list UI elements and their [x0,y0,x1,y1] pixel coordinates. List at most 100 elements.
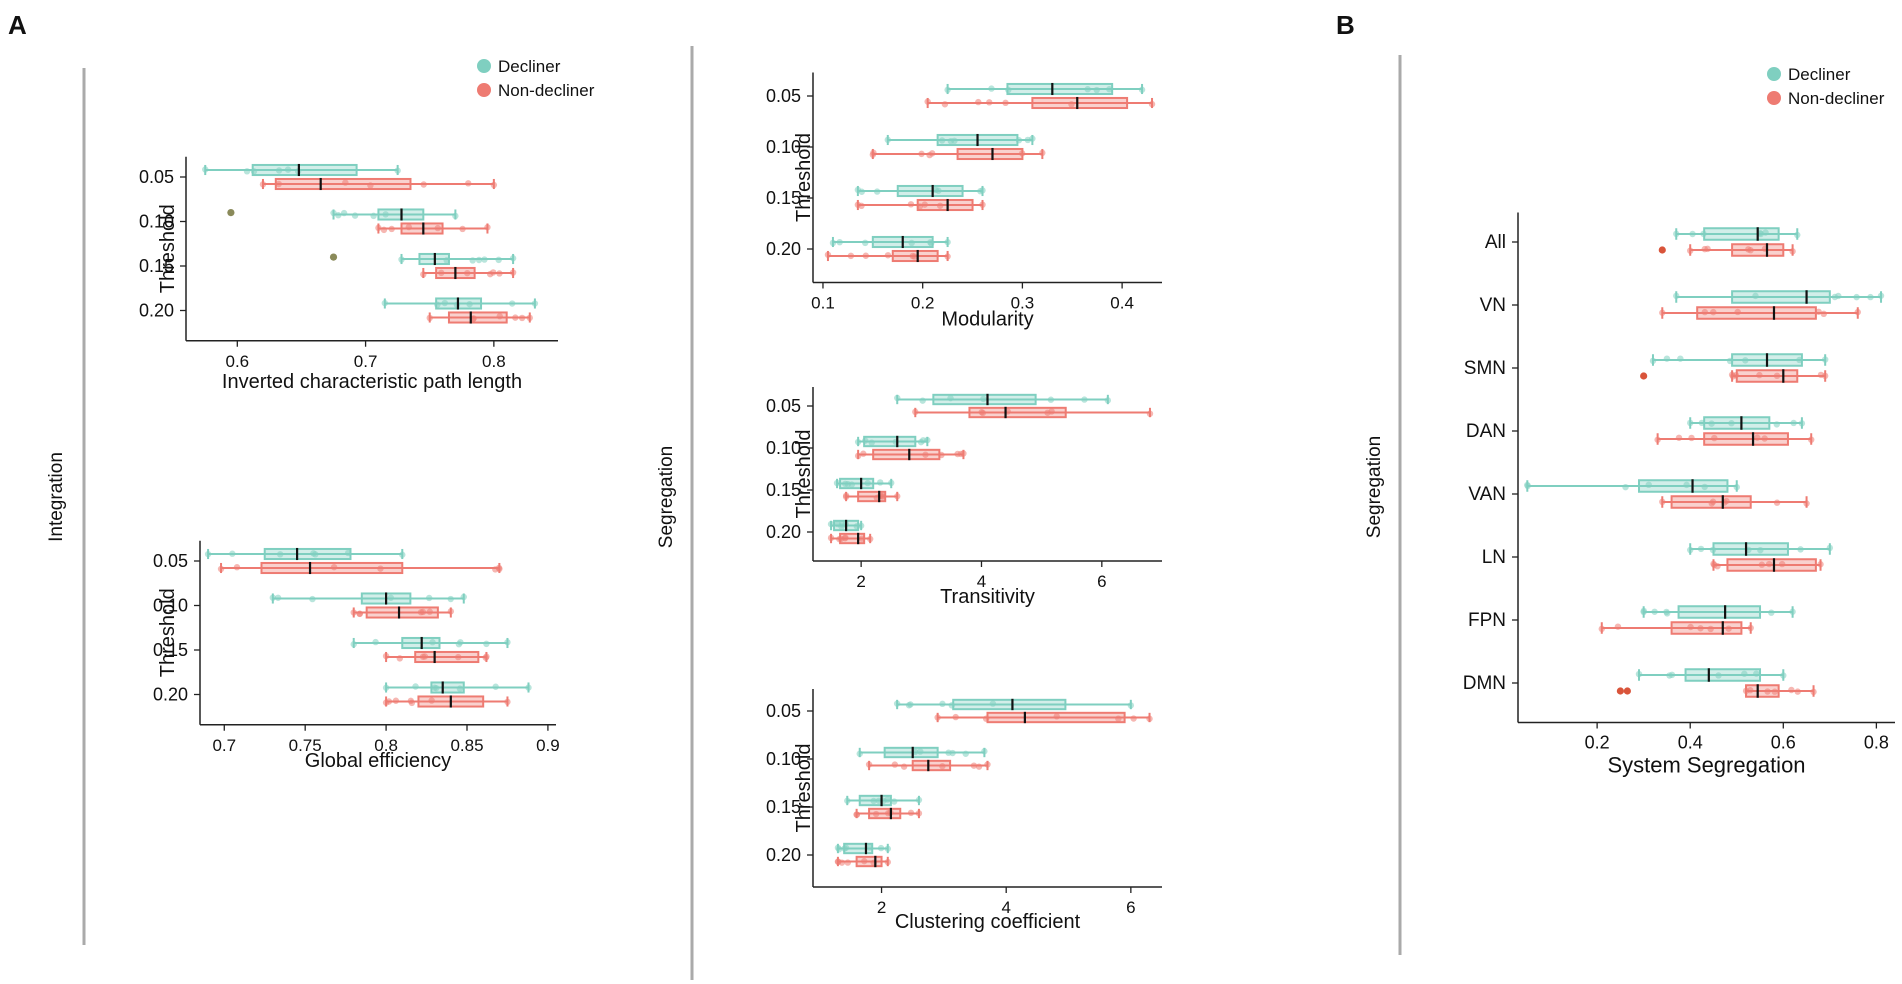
data-point-non-decliner [934,714,941,721]
data-point-decliner [276,551,284,558]
data-point-decliner [1635,670,1643,678]
data-point-decliner [469,257,476,264]
box-non-decliner [956,147,1024,161]
chart-system-segregation: 0.2 0.4 0.6 0.8 System Segregation All VN SMN DA… [1463,212,1895,778]
x-tick-label: 0.85 [450,736,483,755]
data-point-decliner [447,595,454,603]
x-tick-label: 0.9 [536,736,560,755]
box-decliner [1731,290,1831,304]
y-tick-label: 0.20 [766,239,801,259]
data-point-non-decliner [1146,410,1154,417]
box-non-decliner [1031,96,1129,110]
section-label-segregation-a: Segregation [656,446,677,548]
data-point-decliner [456,685,464,692]
data-point-decliner [919,397,926,404]
data-point-non-decliner [1821,372,1829,380]
data-point-decliner [370,212,377,220]
data-point-decliner [834,520,841,528]
data-point-non-decliner [417,609,425,616]
data-point-decliner [434,301,441,308]
y-axis-label: Threshold [793,133,815,222]
data-point-non-decliner [1710,308,1717,316]
data-point-non-decliner [1714,562,1721,570]
data-point-decliner [1768,609,1775,616]
data-point-decliner [905,702,913,709]
data-point-decliner [330,209,337,217]
data-point-non-decliner [483,653,490,660]
data-point-non-decliner [1803,500,1810,507]
data-point-decliner [455,641,463,648]
data-point-non-decliner [380,226,388,234]
box-non-decliner [447,311,508,324]
data-point-decliner [868,439,875,446]
data-point-decliner [1649,357,1657,365]
x-tick-label: 0.4 [1110,294,1134,313]
x-axis-label: Clustering coefficient [895,911,1081,933]
data-point-non-decliner [1765,560,1773,568]
data-point-decliner [1867,293,1874,301]
box-decliner [1684,668,1762,682]
data-point-non-decliner [459,225,466,233]
data-point-decliner [274,594,282,601]
data-point-decliner [915,796,923,804]
data-point-non-decliner [970,762,978,769]
data-point-non-decliner [936,202,944,209]
data-point-decliner [856,750,863,757]
data-point-non-decliner [1771,688,1778,695]
data-point-decliner [1047,396,1055,403]
data-point-decliner [381,299,389,307]
data-point-non-decliner [900,763,908,770]
box-non-decliner [855,855,883,868]
data-point-decliner [1853,293,1860,301]
data-point-decliner [827,520,835,528]
data-point-decliner [1106,86,1113,93]
data-point-non-decliner [1773,499,1781,506]
box-non-decliner [1731,243,1785,257]
data-point-non-decliner [367,182,374,189]
data-point-decliner [309,595,316,603]
box-non-decliner [872,448,941,461]
data-point-decliner [1645,481,1652,489]
data-point-decliner [351,212,359,219]
data-point-non-decliner [1747,687,1754,694]
data-point-decliner [1821,356,1829,363]
data-point-non-decliner [824,251,832,258]
data-point-decliner [947,394,954,402]
y-tick-label: 0.20 [153,685,188,705]
data-point-non-decliner [382,652,390,660]
box-non-decliner [1703,432,1789,446]
data-point-non-decliner [853,811,861,818]
y-tick-label: 0.10 [766,137,801,157]
data-point-decliner [350,641,357,648]
y-tick-label: DAN [1466,421,1506,442]
data-point-non-decliner [526,314,533,322]
data-point-non-decliner [350,609,357,616]
data-point-non-decliner [861,857,868,865]
data-point-non-decliner [1659,498,1666,506]
y-tick-label: 0.10 [153,596,188,616]
data-point-decliner [509,255,517,262]
data-point-decliner [1093,86,1100,94]
data-point-decliner [1640,607,1647,615]
data-point-non-decliner [1701,308,1709,316]
x-tick-label: 0.75 [289,736,322,755]
outlier-point [227,209,235,217]
x-tick-label: 0.6 [1771,733,1796,753]
data-point-decliner [443,257,450,264]
data-point-decliner [1733,483,1740,491]
data-point-decliner [1663,608,1670,616]
data-point-non-decliner [496,565,503,573]
box-decliner [1677,605,1762,619]
data-point-decliner [1797,546,1804,553]
panel-label-b: B [1336,10,1355,40]
data-point-decliner [891,798,898,805]
data-point-non-decliner [330,563,338,571]
data-point-decliner [1081,396,1088,403]
data-point-decliner [1622,483,1629,491]
data-point-decliner [372,638,379,646]
data-point-non-decliner [420,181,427,188]
data-point-non-decliner [894,493,901,500]
data-point-decliner [1683,481,1690,489]
data-point-decliner [866,844,873,851]
data-point-decliner [857,522,865,529]
